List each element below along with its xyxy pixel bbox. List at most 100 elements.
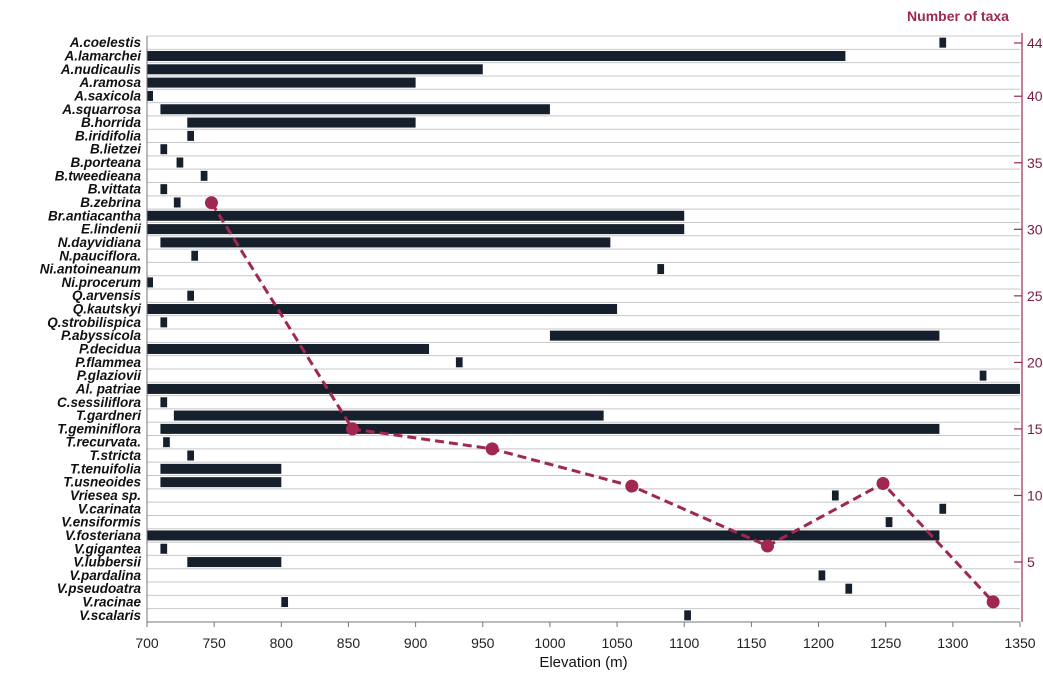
x-tick-label: 700	[135, 635, 159, 651]
range-bar	[684, 610, 691, 621]
species-label: B.tweedieana	[55, 168, 142, 183]
x-tick-label: 900	[404, 635, 428, 651]
range-bar	[163, 437, 170, 448]
x-tick-label: 950	[471, 635, 495, 651]
range-bar	[160, 477, 282, 488]
species-label: V.carinata	[78, 501, 142, 516]
range-bar	[147, 77, 416, 88]
species-label: Ni.antoineanum	[40, 262, 141, 277]
species-label: V.racinae	[82, 595, 141, 610]
x-tick-label: 1100	[669, 635, 699, 651]
right-tick-label: 35	[1027, 155, 1043, 171]
range-bar	[160, 317, 168, 328]
species-label: B.porteana	[70, 155, 141, 170]
range-bar	[147, 210, 685, 221]
range-bar	[147, 343, 430, 354]
species-label: A.saxicola	[73, 88, 141, 103]
range-bar	[147, 304, 618, 315]
species-label: V.lubbersii	[73, 555, 141, 570]
species-labels: A.coelestisA.lamarcheiA.nudicaulisA.ramo…	[40, 35, 142, 623]
range-bar	[147, 90, 153, 101]
species-label: B.lietzei	[90, 142, 141, 157]
right-tick-label: 25	[1027, 288, 1043, 304]
range-bar	[455, 357, 463, 368]
range-bar	[147, 383, 1020, 394]
species-label: P.flammea	[75, 355, 141, 370]
species-label: V.gigantea	[74, 541, 142, 556]
taxa-point	[204, 196, 218, 210]
species-label: T.geminiflora	[57, 421, 141, 436]
species-label: E.lindenii	[81, 222, 141, 237]
range-bar	[176, 157, 184, 168]
species-label: A.nudicaulis	[60, 62, 142, 77]
species-label: A.coelestis	[69, 35, 142, 50]
range-bar	[549, 330, 940, 341]
range-bar	[147, 277, 153, 288]
right-tick-label: 10	[1027, 487, 1043, 503]
right-tick-label: 15	[1027, 421, 1043, 437]
species-label: P.abyssicola	[61, 328, 142, 343]
range-bar	[200, 170, 208, 181]
species-label: Vriesea sp.	[70, 488, 141, 503]
range-bar	[818, 570, 826, 581]
species-label: P.decidua	[79, 341, 142, 356]
range-bars	[147, 37, 1020, 621]
range-bar	[147, 50, 846, 61]
range-bar	[173, 197, 181, 208]
species-label: Q.arvensis	[72, 288, 142, 303]
x-tick-label: 1050	[601, 635, 632, 651]
taxa-point	[345, 422, 359, 436]
right-tick-label: 30	[1027, 221, 1043, 237]
right-tick-label: 44	[1027, 35, 1043, 51]
range-bar	[187, 557, 282, 568]
species-label: V.fosteriana	[65, 528, 142, 543]
range-bar	[191, 250, 199, 261]
species-label: N.pauciflora.	[59, 248, 141, 263]
axes: 700 750 800 850 900 950 1000 1050 1100 1150 1200 12…	[135, 33, 1043, 651]
range-bar	[147, 224, 685, 235]
x-tick-label: 850	[337, 635, 361, 651]
right-tick-label: 5	[1027, 554, 1035, 570]
species-label: T.tenuifolia	[70, 461, 141, 476]
taxa-point	[485, 442, 499, 456]
x-tick-label: 1000	[534, 635, 565, 651]
x-tick-label: 750	[202, 635, 226, 651]
range-bar	[845, 583, 853, 594]
species-label: Q.strobilispica	[47, 315, 141, 330]
range-bar	[939, 37, 947, 48]
species-label: B.zebrina	[80, 195, 141, 210]
species-label: B.horrida	[81, 115, 141, 130]
x-axis-title: Elevation (m)	[539, 654, 627, 671]
species-label: A.squarrosa	[61, 102, 141, 117]
range-bar	[160, 543, 168, 554]
range-bar	[831, 490, 839, 501]
range-bar	[657, 264, 665, 275]
right-tick-label: 40	[1027, 88, 1043, 104]
range-bar	[281, 597, 289, 608]
range-bar	[187, 450, 195, 461]
taxa-point	[625, 479, 639, 493]
range-bar	[160, 463, 282, 474]
x-tick-label: 800	[270, 635, 294, 651]
species-label: C.sessiliflora	[57, 395, 142, 410]
range-bar	[173, 410, 604, 421]
range-bar	[160, 184, 168, 195]
species-label: T.recurvata.	[65, 435, 141, 450]
taxa-point	[986, 595, 1000, 609]
range-bar	[160, 423, 940, 434]
range-bar	[187, 117, 416, 128]
species-label: N.dayvidiana	[58, 235, 142, 250]
right-axis-title: Number of taxa	[907, 8, 1009, 24]
range-bar	[939, 503, 947, 514]
range-bar	[885, 517, 893, 528]
species-label: V.pardalina	[69, 568, 141, 583]
species-label: A.ramosa	[78, 75, 141, 90]
species-label: A.lamarchei	[63, 48, 141, 63]
x-tick-label: 1350	[1004, 635, 1035, 651]
range-bar	[160, 144, 168, 155]
x-tick-label: 1150	[736, 635, 766, 651]
taxa-point	[876, 476, 890, 490]
species-label: V.ensiformis	[61, 515, 141, 530]
species-label: Br.antiacantha	[48, 208, 142, 223]
